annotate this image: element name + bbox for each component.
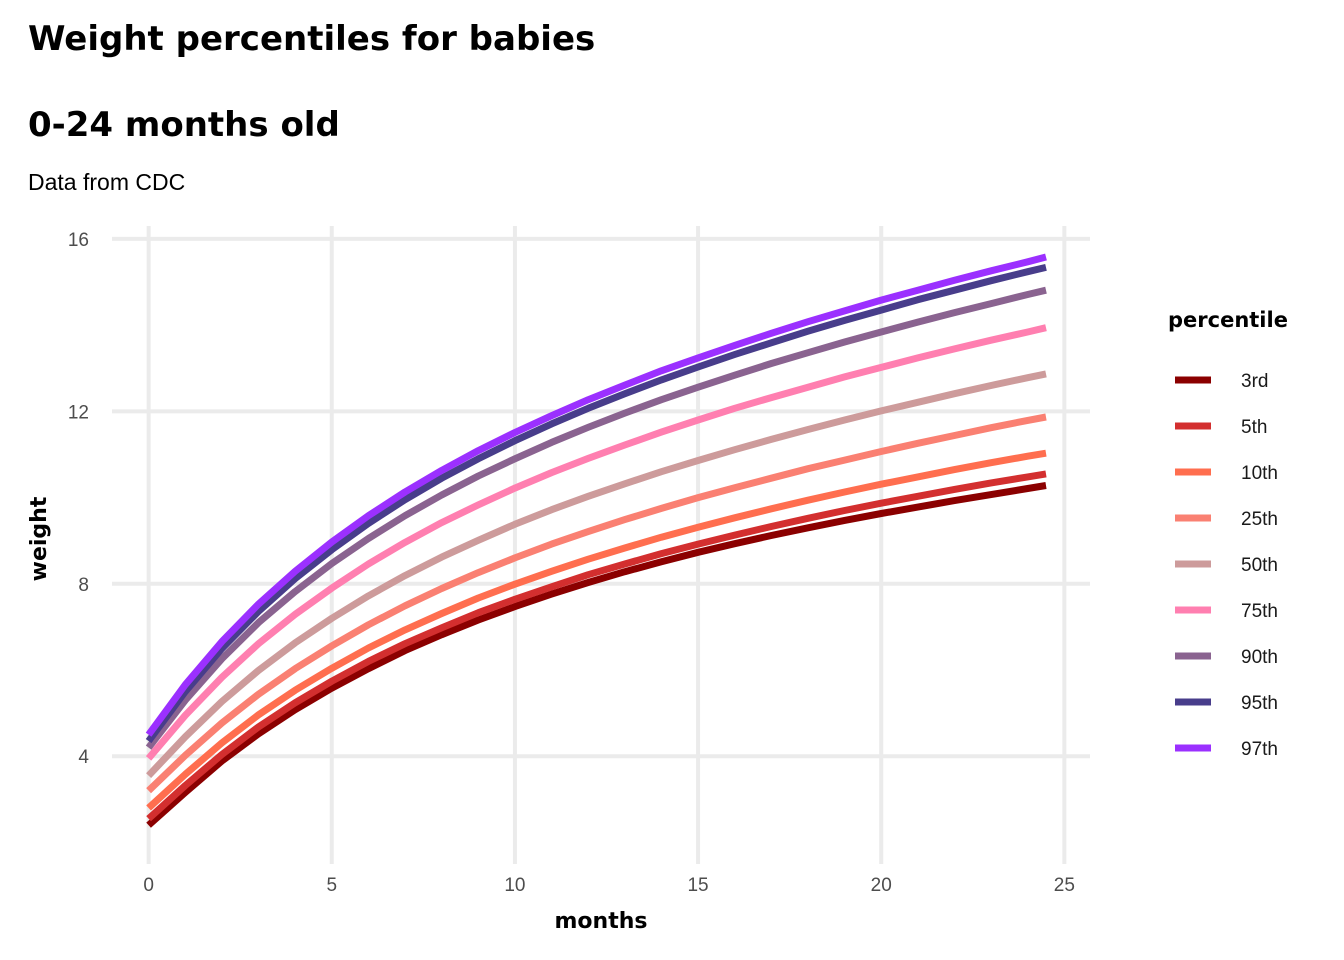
chart-subtitle: Data from CDC [28,169,186,195]
legend-items: 3rd 5th 10th 25th 50th 75th 90th 95th 97th [1175,371,1278,760]
series-line-97th [145,253,1047,737]
y-tick-label: 12 [68,402,89,423]
legend-label-90th: 90th [1241,647,1278,668]
x-tick-label: 25 [1054,875,1075,896]
legend-label-50th: 50th [1241,555,1278,576]
series-line-50th [146,370,1047,779]
series-line-3rd [146,482,1047,828]
x-tick-label: 15 [687,875,708,896]
x-tick-label: 20 [871,875,892,896]
series-line-10th [146,449,1047,811]
x-tick-label: 5 [326,875,337,896]
legend: percentile 3rd 5th 10th 25th 50th 75th 90th 95t… [1168,308,1288,760]
legend-label-10th: 10th [1241,463,1278,484]
series-line-25th [146,413,1047,794]
series-line-95th [145,263,1047,744]
legend-label-97th: 97th [1241,739,1278,760]
series-lines [145,253,1047,828]
legend-label-25th: 25th [1241,509,1278,530]
y-tick-label: 16 [68,230,89,251]
series-line-90th [145,286,1047,750]
legend-label-5th: 5th [1241,417,1267,438]
legend-title: percentile [1168,308,1288,332]
series-line-5th [146,470,1047,822]
x-tick-label: 10 [504,875,525,896]
series-line-75th [145,324,1047,761]
legend-label-3rd: 3rd [1241,371,1268,392]
y-axis-ticks: 4 8 12 16 [68,230,90,768]
grid [112,226,1090,864]
y-tick-label: 4 [78,747,89,768]
y-tick-label: 8 [78,575,89,596]
x-axis-ticks: 0 5 10 15 20 25 [143,875,1075,896]
y-axis-label: weight [27,496,52,581]
x-axis-label: months [555,909,648,934]
legend-label-95th: 95th [1241,693,1278,714]
chart-title-line-2: 0-24 months old [28,105,340,145]
x-tick-label: 0 [143,875,154,896]
legend-label-75th: 75th [1241,601,1278,622]
chart-title: Weight percentiles for babies [28,19,596,59]
